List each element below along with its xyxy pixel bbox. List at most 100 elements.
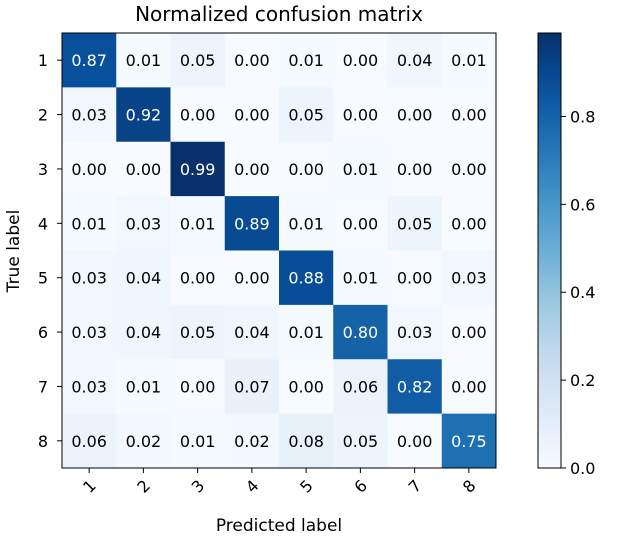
cell-value-label: 0.02 [126, 432, 162, 451]
heatmap-cell [387, 250, 443, 306]
cell-value-label: 0.01 [126, 377, 162, 396]
cell-value-label: 0.01 [71, 214, 107, 233]
cell-value-label: 0.05 [343, 432, 379, 451]
cell-value-label: 0.03 [451, 269, 487, 288]
heatmap-cell [279, 196, 334, 251]
cell-value-label: 0.00 [126, 160, 162, 179]
cell-value-label: 0.03 [71, 269, 107, 288]
heatmap-cell [170, 33, 226, 88]
cell-value-label: 0.03 [397, 323, 433, 342]
heatmap-cell [333, 304, 388, 360]
heatmap-cell [116, 359, 171, 415]
x-axis: 1 2 3 4 5 6 7 8 [79, 468, 480, 497]
heatmap-cell [387, 304, 443, 360]
heatmap-cell [116, 141, 171, 197]
cell-value-label: 0.01 [343, 160, 379, 179]
heatmap-cell [62, 33, 117, 88]
cell-value-label: 0.07 [234, 377, 270, 396]
cell-value-label: 0.87 [71, 51, 107, 70]
heatmap-cell [387, 33, 443, 88]
heatmap-cell [441, 250, 497, 306]
cell-value-label: 0.00 [451, 214, 487, 233]
cell-value-label: 0.02 [234, 432, 270, 451]
x-tick-label: 4 [242, 476, 263, 497]
heatmap-cell [224, 359, 280, 415]
heatmap-cell [62, 196, 117, 251]
heatmap-cell [170, 304, 226, 360]
cell-value-label: 0.01 [180, 214, 216, 233]
y-tick-label: 6 [38, 323, 48, 342]
heatmap-cell [224, 413, 280, 469]
heatmap-cell [441, 33, 497, 88]
cell-value-label: 0.00 [234, 106, 270, 125]
cell-value-label: 0.75 [451, 432, 487, 451]
cell-value-label: 0.05 [397, 214, 433, 233]
y-tick-label: 8 [38, 432, 48, 451]
cell-value-label: 0.01 [126, 51, 162, 70]
cell-value-label: 0.00 [343, 106, 379, 125]
cell-value-label: 0.00 [451, 323, 487, 342]
y-tick-label: 1 [38, 51, 48, 70]
x-tick-label: 6 [350, 476, 371, 497]
heatmap-cell [333, 33, 388, 88]
heatmap-cell [387, 196, 443, 251]
cell-value-label: 0.00 [234, 269, 270, 288]
heatmap-cell [441, 141, 497, 197]
heatmap-cell [441, 304, 497, 360]
cell-value-label: 0.04 [126, 269, 162, 288]
heatmap-cells: 0.87 0.01 0.05 0.00 0.01 0.00 0.04 0.01 0.03 0.92… [62, 33, 497, 469]
heatmap-cell [170, 250, 226, 306]
heatmap-cell [333, 141, 388, 197]
heatmap-cell [62, 250, 117, 306]
heatmap-cell [279, 87, 334, 143]
cell-value-label: 0.00 [288, 160, 324, 179]
cell-value-label: 0.01 [288, 214, 324, 233]
heatmap-cell [170, 413, 226, 469]
cell-value-label: 0.05 [288, 106, 324, 125]
heatmap-cell [441, 413, 497, 469]
cell-value-label: 0.88 [288, 269, 324, 288]
cell-value-label: 0.00 [234, 51, 270, 70]
heatmap-cell [116, 87, 171, 143]
cell-value-label: 0.00 [71, 160, 107, 179]
heatmap-cell [116, 250, 171, 306]
heatmap-cell [116, 413, 171, 469]
y-tick-label: 5 [38, 269, 48, 288]
heatmap-cell [116, 196, 171, 251]
y-tick-label: 4 [38, 214, 48, 233]
heatmap-cell [279, 413, 334, 469]
cell-value-label: 0.03 [71, 377, 107, 396]
heatmap-cell [224, 250, 280, 306]
matrix-frame [61, 32, 497, 469]
colorbar-tick-label: 0.0 [570, 459, 595, 478]
heatmap-cell [387, 359, 443, 415]
y-tick-label: 2 [38, 106, 48, 125]
cell-value-label: 0.01 [451, 51, 487, 70]
cell-value-label: 0.00 [451, 377, 487, 396]
cell-value-label: 0.03 [71, 106, 107, 125]
cell-value-label: 0.80 [343, 323, 379, 342]
chart-title: Normalized confusion matrix [135, 2, 423, 26]
cell-value-label: 0.06 [343, 377, 379, 396]
colorbar-axis: 0.0 0.2 0.4 0.6 0.8 [561, 107, 595, 478]
cell-value-label: 0.05 [180, 51, 216, 70]
heatmap-cell [387, 87, 443, 143]
heatmap-cell [224, 196, 280, 251]
cell-value-label: 0.05 [180, 323, 216, 342]
heatmap-cell [170, 87, 226, 143]
y-tick-label: 3 [38, 160, 48, 179]
x-tick-label: 7 [405, 476, 426, 497]
cell-value-label: 0.82 [397, 377, 433, 396]
heatmap-cell [62, 141, 117, 197]
heatmap-cell [441, 87, 497, 143]
heatmap-cell [62, 304, 117, 360]
x-tick-label: 8 [459, 476, 480, 497]
cell-value-label: 0.01 [180, 432, 216, 451]
cell-value-label: 0.00 [343, 51, 379, 70]
cell-value-label: 0.99 [180, 160, 216, 179]
heatmap-cell [62, 413, 117, 469]
colorbar-tick-label: 0.8 [570, 107, 595, 126]
colorbar-tick-label: 0.4 [570, 283, 595, 302]
